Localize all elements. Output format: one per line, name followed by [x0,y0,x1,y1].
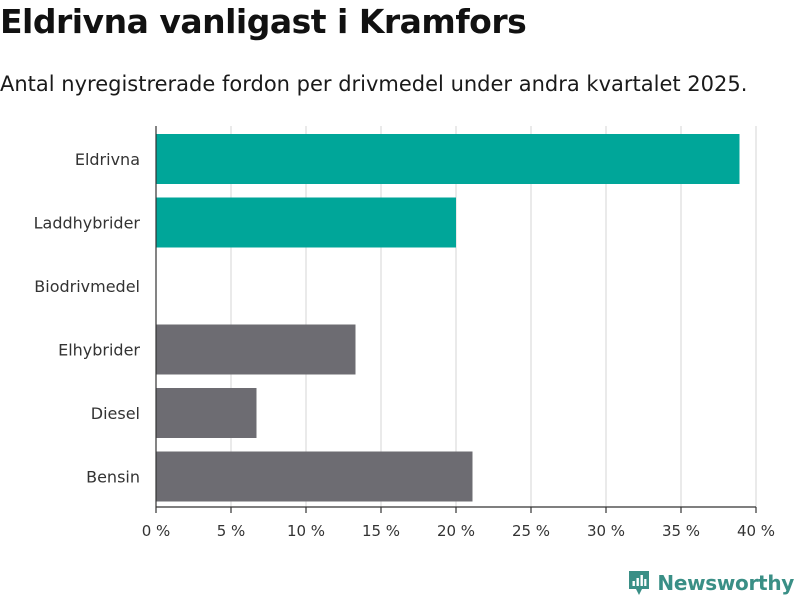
bar-laddhybrider [156,197,456,248]
category-labels: Eldrivna Laddhybrider Biodrivmedel Elhybrid… [34,150,141,487]
x-tick-label: 40 % [737,522,775,540]
chart-title: Eldrivna vanligast i Kramfors [0,2,527,41]
brand-logo: Newsworthy [627,570,794,596]
x-tick-label: 5 % [217,522,246,540]
category-label: Bensin [86,468,140,487]
x-axis: 0 % 5 % 10 % 15 % 20 % 25 % 30 % 35 % 40 % [142,126,775,540]
x-tick-label: 25 % [512,522,550,540]
category-label: Eldrivna [75,150,140,169]
category-label: Laddhybrider [34,214,141,233]
brand-name: Newsworthy [657,571,794,595]
category-label: Biodrivmedel [34,277,140,296]
gridlines [230,126,757,507]
x-tick-label: 20 % [437,522,475,540]
x-tick-label: 0 % [142,522,171,540]
x-tick-label: 10 % [287,522,325,540]
bars [156,134,740,502]
bar-bensin [156,451,473,502]
x-tick-label: 15 % [362,522,400,540]
x-tick-label: 30 % [587,522,625,540]
bar-diesel [156,388,257,438]
chart-subtitle: Antal nyregistrerade fordon per drivmede… [0,72,748,96]
newsworthy-logo-icon [629,571,650,595]
bar-eldrivna [156,134,740,184]
category-label: Diesel [91,404,140,423]
category-label: Elhybrider [58,341,140,360]
x-tick-label: 35 % [662,522,700,540]
bar-elhybrider [156,324,356,375]
